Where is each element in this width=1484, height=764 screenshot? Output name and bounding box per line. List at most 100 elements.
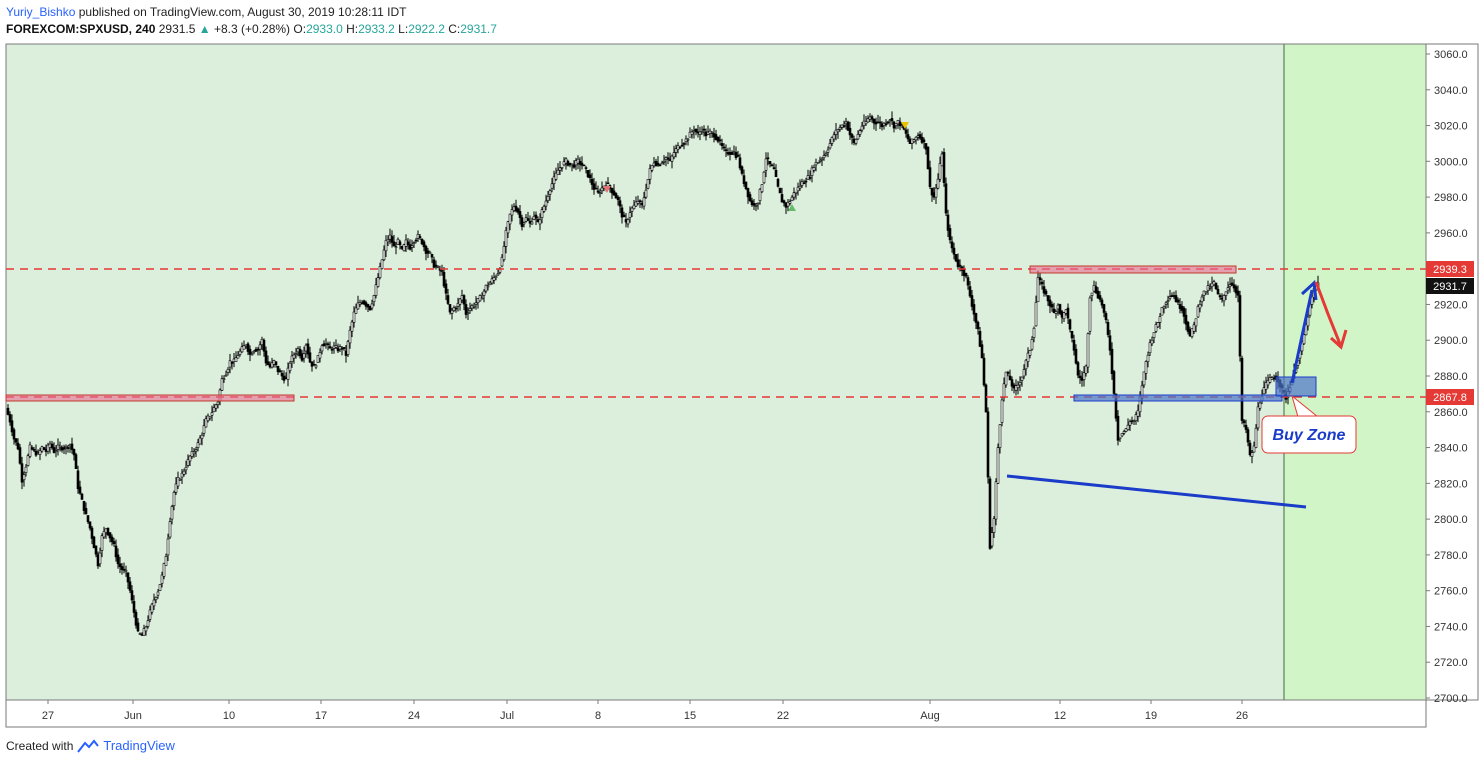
candle-body — [306, 343, 310, 355]
candle-body — [914, 136, 918, 141]
candle-body — [1094, 286, 1098, 293]
candle-body — [410, 245, 414, 248]
candle-body — [1226, 287, 1230, 291]
y-tick-label: 2800.0 — [1434, 514, 1468, 526]
candle-body — [1272, 377, 1276, 380]
candle-body — [1072, 339, 1076, 351]
support-box-right[interactable] — [1073, 394, 1283, 402]
candle-body — [780, 194, 784, 203]
candle-body — [398, 241, 402, 246]
candle-body — [152, 599, 156, 607]
candle-body — [838, 127, 842, 130]
candle-body — [690, 131, 694, 135]
candle-body — [70, 443, 74, 450]
candle-body — [54, 450, 58, 452]
candle-body — [380, 259, 384, 269]
close-value: 2931.7 — [460, 22, 497, 36]
candle-body — [826, 149, 830, 153]
support-trendline[interactable] — [1006, 474, 1307, 509]
candle-body — [1182, 307, 1186, 317]
candle-body — [160, 574, 164, 584]
candle-body — [1062, 312, 1066, 320]
resistance-box[interactable] — [1029, 265, 1237, 274]
candle-body — [480, 297, 484, 300]
candle-body — [1090, 292, 1094, 296]
price-axis[interactable] — [1425, 43, 1479, 701]
candle-body — [1244, 424, 1248, 430]
y-tick-label: 2780.0 — [1434, 550, 1468, 562]
y-tick-label: 2840.0 — [1434, 443, 1468, 455]
candle-body — [792, 192, 796, 198]
y-tick-label: 2820.0 — [1434, 478, 1468, 490]
symbol-label[interactable]: FOREXCOM:SPXUSD, 240 — [6, 22, 156, 36]
candle-body — [736, 154, 740, 157]
candle-body — [184, 466, 188, 471]
buy-zone-box[interactable] — [1275, 376, 1317, 397]
candle-body — [1096, 290, 1100, 299]
candle-body — [350, 321, 354, 332]
candle-body — [1220, 297, 1224, 300]
neutral-marker — [901, 122, 909, 129]
down-red-arrow[interactable] — [1314, 281, 1342, 345]
candle-body — [992, 518, 996, 533]
candle-body — [422, 241, 426, 248]
candle-body — [46, 444, 50, 452]
candle-body — [504, 229, 508, 247]
x-tick-label: 27 — [42, 710, 54, 722]
candle-body — [716, 136, 720, 142]
candle-body — [474, 302, 478, 305]
support-box-left[interactable] — [5, 394, 295, 402]
tradingview-brand-link[interactable]: TradingView — [103, 738, 175, 753]
candle-body — [22, 474, 26, 481]
candle-body — [672, 152, 676, 158]
candle-body — [1134, 414, 1138, 422]
candle-body — [496, 273, 500, 276]
author-link[interactable]: Yuriy_Bishko — [6, 5, 76, 19]
candle-body — [186, 459, 190, 466]
candle-body — [1240, 357, 1244, 421]
up-blue-arrow[interactable] — [1290, 289, 1314, 384]
candle-body — [526, 218, 530, 221]
candle-body — [1006, 372, 1010, 374]
candle-body — [636, 201, 640, 204]
candle-body — [926, 146, 930, 170]
candle-body — [240, 346, 244, 353]
candle-body — [1146, 354, 1150, 362]
candle-body — [442, 271, 446, 287]
candle-body — [326, 343, 330, 346]
buy-zone-callout[interactable] — [1261, 415, 1357, 454]
x-tick-label: 26 — [1236, 710, 1248, 722]
candle-body — [492, 277, 496, 281]
candle-body — [720, 143, 724, 146]
created-with-text: Created with — [6, 738, 74, 753]
candle-body — [1034, 302, 1038, 327]
high-value: 2933.2 — [358, 22, 395, 36]
candle-body — [702, 128, 706, 131]
candle-body — [38, 450, 42, 456]
time-axis[interactable] — [5, 699, 1427, 728]
candle-body — [106, 527, 110, 536]
candle-body — [1162, 306, 1166, 309]
candle-body — [266, 361, 270, 365]
candle-body — [924, 143, 928, 150]
candle-body — [1082, 372, 1086, 380]
candle-body — [456, 303, 460, 307]
candle-body — [1044, 290, 1048, 295]
candle-body — [796, 186, 800, 192]
candle-body — [76, 470, 80, 490]
candle-body — [756, 202, 760, 205]
candle-body — [238, 350, 242, 355]
resistance-price-text: 2939.3 — [1433, 264, 1467, 276]
candle-body — [632, 204, 636, 210]
candle-body — [710, 131, 714, 134]
candle-body — [866, 118, 870, 123]
candle-body — [1192, 324, 1196, 332]
candle-body — [798, 185, 802, 189]
candle-body — [748, 194, 752, 201]
candle-body — [144, 626, 148, 632]
candle-body — [96, 554, 100, 567]
candle-body — [848, 127, 852, 136]
candle-body — [444, 283, 448, 294]
candle-body — [630, 207, 634, 212]
